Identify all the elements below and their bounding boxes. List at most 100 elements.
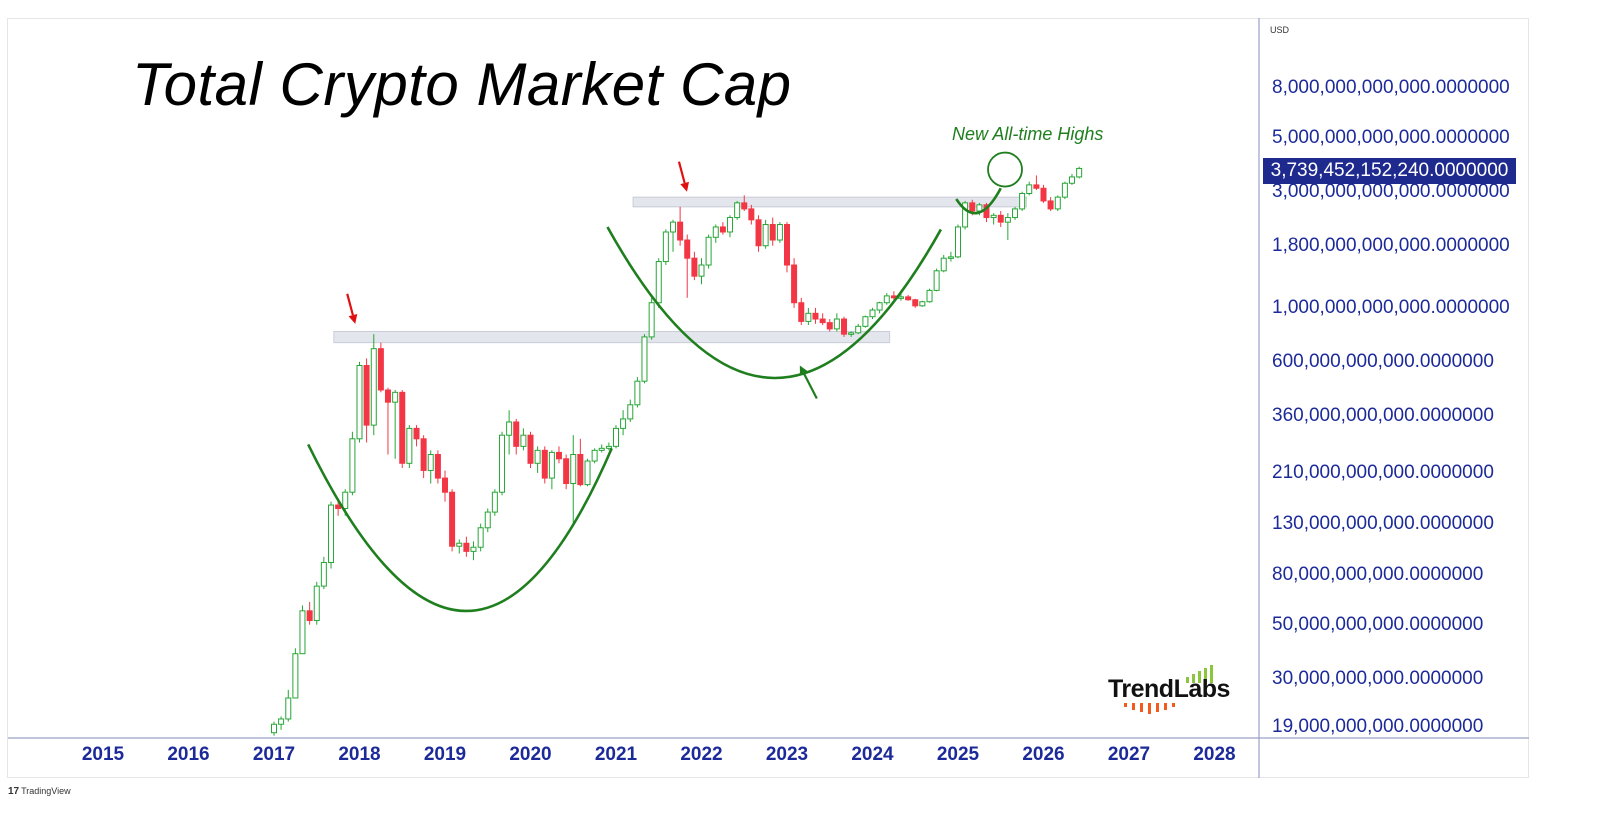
candle [477, 523, 484, 552]
price-tick-label: 360,000,000,000.0000000 [1272, 404, 1494, 426]
candle-body [627, 404, 634, 420]
candle [605, 442, 612, 451]
price-tick-label: 600,000,000,000.0000000 [1272, 350, 1494, 372]
candle-body [691, 257, 698, 277]
candle [613, 425, 619, 449]
candle-body [299, 610, 306, 655]
candle [670, 219, 677, 252]
candle-body [969, 202, 976, 212]
candle [534, 446, 541, 473]
candle-body [1061, 182, 1068, 198]
candle-body [278, 718, 285, 725]
candle-body [919, 301, 926, 307]
candle-body [349, 438, 356, 493]
candle [413, 425, 420, 447]
candle [406, 425, 413, 469]
candle-body [848, 332, 855, 335]
candle-body [677, 221, 684, 241]
candle [933, 268, 940, 292]
candle [862, 315, 869, 328]
year-tick-label: 2021 [594, 744, 638, 765]
candle-body [762, 224, 769, 247]
candle-body [555, 451, 562, 460]
candle-body [456, 542, 463, 547]
candle [662, 229, 669, 266]
candle [306, 601, 313, 625]
candle-body [876, 302, 883, 311]
year-tick-label: 2023 [765, 744, 809, 765]
candle-body [520, 434, 527, 447]
candle [598, 444, 605, 453]
cup-curve-1 [307, 443, 613, 613]
candle-body [356, 364, 363, 440]
candle [427, 450, 434, 484]
candle-body [805, 312, 812, 322]
candle-body [613, 427, 619, 447]
candle-body [855, 325, 862, 334]
candle-body [406, 427, 413, 464]
candle [912, 298, 919, 308]
candle [420, 435, 427, 479]
candle-body [306, 610, 313, 622]
candle [990, 213, 997, 225]
candle-body [1068, 176, 1075, 184]
currency-label: USD [1270, 25, 1290, 35]
candle [442, 470, 448, 502]
candle-body [955, 226, 961, 258]
tradingview-attribution[interactable]: 17 TradingView [8, 786, 71, 797]
logo-text: TrendLabs [1108, 675, 1230, 703]
year-tick-label: 2019 [423, 744, 467, 765]
candle-body [748, 208, 755, 221]
candle [841, 316, 848, 337]
candle-body [1004, 217, 1011, 223]
candle-body [726, 217, 733, 233]
candle-body [527, 434, 534, 464]
candle-body [897, 296, 904, 299]
candle [769, 217, 776, 246]
candle-body [370, 348, 377, 426]
candle [577, 438, 584, 487]
last-price-badge: 3,739,452,152,240.0000000 [1263, 158, 1516, 184]
candle [584, 458, 591, 487]
candle [634, 377, 641, 408]
candle [677, 206, 684, 246]
candle [755, 215, 762, 252]
candle-body [442, 477, 448, 493]
tradingview-label: TradingView [21, 786, 71, 796]
cup-curve-2 [606, 226, 943, 380]
candle-body [598, 447, 605, 451]
candle-body [1012, 208, 1019, 219]
candle [1019, 191, 1026, 211]
candle-body [670, 221, 677, 233]
candle [384, 387, 391, 455]
candle [620, 410, 627, 436]
candle-body [776, 224, 783, 241]
candle [805, 307, 812, 326]
candle [905, 294, 912, 301]
price-tick-label: 80,000,000,000.0000000 [1272, 563, 1484, 585]
candle-body [377, 348, 384, 391]
candle-body [784, 224, 790, 266]
logo-bars-icon [1124, 665, 1213, 714]
candle-body [420, 438, 427, 471]
candle [370, 334, 377, 436]
candle [784, 222, 790, 273]
candle-body [491, 491, 498, 513]
resistance-zone-2 [632, 196, 1027, 208]
candle-body [1019, 192, 1026, 210]
candle-body [484, 511, 491, 529]
candle [833, 313, 840, 332]
candle [271, 721, 277, 736]
candle-body [755, 219, 762, 247]
candle-body [434, 453, 441, 479]
candle-body [463, 542, 470, 552]
candle-body [384, 389, 391, 403]
candle [627, 399, 634, 422]
arrow-shaft [802, 372, 818, 400]
candle-body [655, 261, 662, 304]
candle-body [662, 231, 669, 263]
candle-body [997, 214, 1004, 223]
tradingview-icon: 17 [8, 786, 20, 797]
candle-body [342, 491, 349, 510]
